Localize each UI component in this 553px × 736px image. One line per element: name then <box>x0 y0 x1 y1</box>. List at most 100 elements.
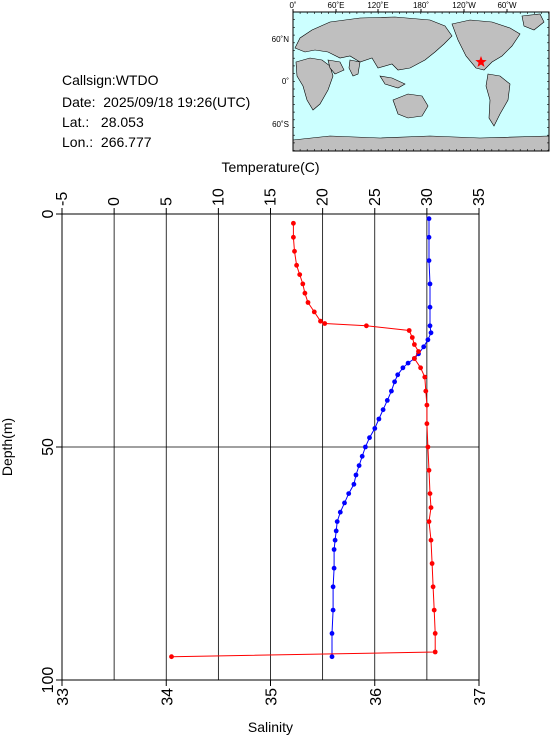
salinity-data-point <box>305 300 311 305</box>
map-landmass <box>295 57 334 111</box>
map-landmass <box>294 16 453 71</box>
salinity-data-point <box>294 262 299 268</box>
salinity-tick-label: 33 <box>55 688 72 706</box>
salinity-axis-label: Salinity <box>248 719 293 735</box>
temperature-data-point <box>346 491 352 496</box>
salinity-data-point <box>426 467 432 473</box>
salinity-data-point <box>428 505 434 510</box>
map-landmass <box>451 19 521 71</box>
temperature-data-point <box>372 426 378 431</box>
temperature-data-point <box>367 435 372 441</box>
temperature-tick-label: 5 <box>158 197 175 206</box>
latitude-text: Lat.: 28.053 <box>62 114 144 130</box>
salinity-data-point <box>423 388 429 394</box>
salinity-data-point <box>424 421 430 427</box>
salinity-data-point <box>412 342 417 347</box>
temperature-tick-label: 10 <box>210 188 227 206</box>
temperature-tick-label: 15 <box>263 188 280 206</box>
temperature-data-point <box>334 519 340 524</box>
temperature-data-point <box>425 337 431 343</box>
temperature-profile-line <box>331 218 432 657</box>
temperature-data-point <box>337 509 343 515</box>
salinity-data-point <box>292 248 297 254</box>
temperature-data-point <box>333 528 339 534</box>
map-landmass <box>485 73 511 127</box>
salinity-data-point <box>318 318 323 324</box>
map-landmass <box>327 59 345 75</box>
salinity-tick-label: 35 <box>264 688 281 706</box>
temperature-data-point <box>329 631 335 636</box>
temperature-data-point <box>351 481 357 487</box>
temperature-data-point <box>363 444 368 450</box>
temperature-tick-label: 35 <box>471 188 488 206</box>
temperature-data-point <box>384 398 390 403</box>
salinity-data-point <box>300 281 306 287</box>
salinity-data-point <box>302 290 308 296</box>
salinity-data-point <box>416 349 421 354</box>
salinity-data-point <box>430 584 436 590</box>
map-landmass <box>379 75 406 89</box>
temperature-tick-label: -5 <box>54 192 71 206</box>
map-landmass <box>292 135 550 152</box>
salinity-data-point <box>432 631 438 636</box>
temperature-data-point <box>380 407 386 413</box>
longitude-text: Lon.: 266.777 <box>62 134 152 150</box>
temperature-tick-label: 20 <box>315 188 332 206</box>
depth-axis-label: Depth(m) <box>0 418 15 476</box>
salinity-profile-line <box>171 223 436 658</box>
temperature-data-point <box>389 388 394 394</box>
temperature-data-point <box>331 547 337 552</box>
salinity-data-point <box>431 607 437 613</box>
temperature-data-point <box>405 360 411 366</box>
map-longitude-label: 180˚ <box>413 1 429 10</box>
temperature-data-point <box>331 565 337 571</box>
salinity-data-point <box>169 654 174 660</box>
temperature-data-point <box>428 330 434 336</box>
salinity-data-point <box>406 328 412 333</box>
salinity-data-point <box>364 323 369 329</box>
temperature-data-point <box>395 372 401 378</box>
temperature-data-point <box>342 500 347 506</box>
temperature-data-point <box>330 584 336 590</box>
temperature-data-point <box>356 463 362 468</box>
salinity-data-point <box>428 537 434 543</box>
map-latitude-label: 0˚ <box>282 77 289 86</box>
temperature-data-point <box>427 304 433 310</box>
map-longitude-label: 120˚W <box>452 1 476 10</box>
temperature-data-point <box>329 654 335 660</box>
profile-chart: -5 0 5 10 15 20 25 30 35 Temperature(C) 33 34 35 36 37… <box>0 159 489 735</box>
temperature-axis-label: Temperature(C) <box>221 159 319 175</box>
temperature-data-point <box>426 258 432 263</box>
location-map: 0˚ 60˚E 120˚E 180˚ 120˚W 60˚W 60˚N 0˚ 60˚S <box>272 1 550 152</box>
temperature-data-point <box>421 344 427 350</box>
map-landmass <box>521 13 545 31</box>
salinity-data-point <box>425 444 431 450</box>
depth-tick-label: 0 <box>40 209 57 218</box>
map-longitude-label: 60˚W <box>497 1 517 10</box>
temperature-data-point <box>353 472 359 478</box>
depth-tick-label: 100 <box>40 667 57 694</box>
salinity-data-point <box>291 234 296 240</box>
map-latitude-label: 60˚S <box>272 120 289 129</box>
temperature-data-point <box>359 453 365 459</box>
map-landmass <box>392 93 429 119</box>
salinity-data-point <box>426 519 432 524</box>
temperature-data-point <box>427 281 433 287</box>
temperature-data-point <box>426 234 432 240</box>
salinity-tick-label: 37 <box>472 688 489 706</box>
temperature-data-point <box>332 537 338 543</box>
salinity-data-point <box>418 365 423 371</box>
temperature-data-point <box>330 607 336 613</box>
salinity-tick-label: 34 <box>159 688 176 706</box>
salinity-data-point <box>409 335 415 340</box>
salinity-data-point <box>429 561 435 566</box>
temperature-tick-label: 25 <box>367 188 384 206</box>
temperature-tick-label: 0 <box>106 197 123 206</box>
map-longitude-label: 0˚ <box>289 1 296 10</box>
temperature-data-point <box>426 216 432 222</box>
temperature-tick-label: 30 <box>419 188 436 206</box>
depth-tick-label: 50 <box>40 438 57 456</box>
temperature-data-point <box>392 379 397 385</box>
salinity-data-point <box>412 356 417 361</box>
